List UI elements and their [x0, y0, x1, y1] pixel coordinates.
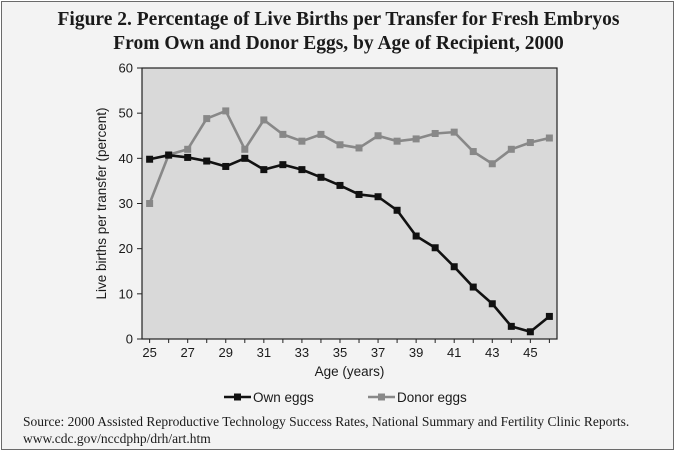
donor-eggs-point	[317, 130, 325, 138]
own-eggs-line	[149, 153, 551, 334]
y-tick-label: 40	[119, 151, 133, 166]
donor-eggs-point	[431, 129, 439, 137]
donor-eggs-point	[393, 137, 401, 145]
donor-eggs-point	[279, 130, 287, 138]
x-tick-label: 39	[409, 345, 423, 360]
donor-eggs-point	[488, 160, 496, 168]
own-eggs-point	[431, 244, 439, 252]
donor-eggs-point	[526, 139, 534, 147]
legend-label-donor-eggs: Donor eggs	[397, 390, 467, 405]
y-tick-label: 20	[119, 241, 133, 256]
legend: Own eggs Donor eggs	[224, 390, 467, 405]
own-eggs-point	[336, 181, 344, 189]
y-tick-label: 30	[119, 196, 133, 211]
own-eggs-point	[222, 162, 230, 170]
own-eggs-point	[412, 232, 420, 240]
donor-eggs-point	[241, 145, 249, 153]
y-axis-ticks: 0 10 20 30 40 50 60	[119, 61, 142, 347]
donor-eggs-point	[336, 141, 344, 149]
y-axis-label: Live births per transfer (percent)	[94, 107, 109, 299]
own-eggs-point	[298, 166, 306, 174]
y-tick-label: 60	[119, 61, 133, 76]
own-eggs-point	[488, 300, 496, 308]
x-tick-label: 45	[523, 345, 537, 360]
legend-label-own-eggs: Own eggs	[253, 390, 314, 405]
donor-eggs-point	[184, 145, 192, 153]
x-tick-label: 37	[371, 345, 385, 360]
donor-eggs-point	[374, 132, 382, 140]
x-axis-label: Age (years)	[315, 364, 385, 379]
plot-area	[141, 67, 558, 340]
series-layer	[146, 107, 553, 336]
own-eggs-point	[279, 161, 287, 169]
chart-title: Figure 2. Percentage of Live Births per …	[2, 8, 675, 56]
own-eggs-point	[450, 263, 458, 271]
own-eggs-point	[355, 190, 363, 198]
donor-eggs-point	[507, 145, 515, 153]
donor-eggs-point	[298, 137, 306, 145]
own-eggs-point	[317, 173, 325, 181]
own-eggs-point	[146, 155, 154, 163]
x-tick-label: 43	[485, 345, 499, 360]
own-eggs-point	[526, 328, 534, 336]
chart-title-line-1: Figure 2. Percentage of Live Births per …	[57, 9, 620, 30]
donor-eggs-point	[222, 107, 230, 115]
legend-marker-own-eggs	[234, 393, 241, 401]
own-eggs-point	[393, 206, 401, 214]
x-tick-label: 25	[142, 345, 156, 360]
source-note: Source: 2000 Assisted Reproductive Techn…	[23, 414, 630, 446]
x-tick-label: 27	[180, 345, 194, 360]
own-eggs-point	[184, 153, 192, 161]
y-tick-label: 10	[119, 286, 133, 301]
own-eggs-point	[469, 283, 477, 291]
own-eggs-point	[260, 166, 268, 174]
donor-eggs-point	[203, 115, 211, 123]
donor-eggs-point	[146, 200, 154, 207]
x-axis-ticks: 25 27 29 31 33 35 37 39 41 43 45	[142, 339, 550, 360]
y-tick-label: 0	[126, 332, 133, 347]
x-tick-label: 35	[333, 345, 347, 360]
donor-eggs-point	[469, 148, 477, 156]
x-tick-label: 31	[257, 345, 271, 360]
own-eggs-point	[374, 193, 382, 201]
donor-eggs-point	[260, 116, 268, 124]
chart-title-line-2: From Own and Donor Eggs, by Age of Recip…	[113, 33, 564, 54]
own-eggs-point	[165, 151, 173, 159]
own-eggs-point	[241, 154, 249, 162]
own-eggs-point	[545, 312, 553, 320]
donor-eggs-point	[355, 144, 363, 152]
donor-eggs-point	[450, 128, 458, 136]
legend-marker-donor-eggs	[378, 393, 385, 401]
donor-eggs-point	[545, 134, 553, 142]
own-eggs-point	[507, 322, 515, 330]
own-eggs-point	[203, 157, 211, 165]
x-tick-label: 29	[219, 345, 233, 360]
x-tick-label: 41	[447, 345, 461, 360]
donor-eggs-point	[412, 135, 420, 143]
x-tick-label: 33	[295, 345, 309, 360]
y-tick-label: 50	[119, 106, 133, 121]
donor-eggs-line	[148, 109, 550, 204]
